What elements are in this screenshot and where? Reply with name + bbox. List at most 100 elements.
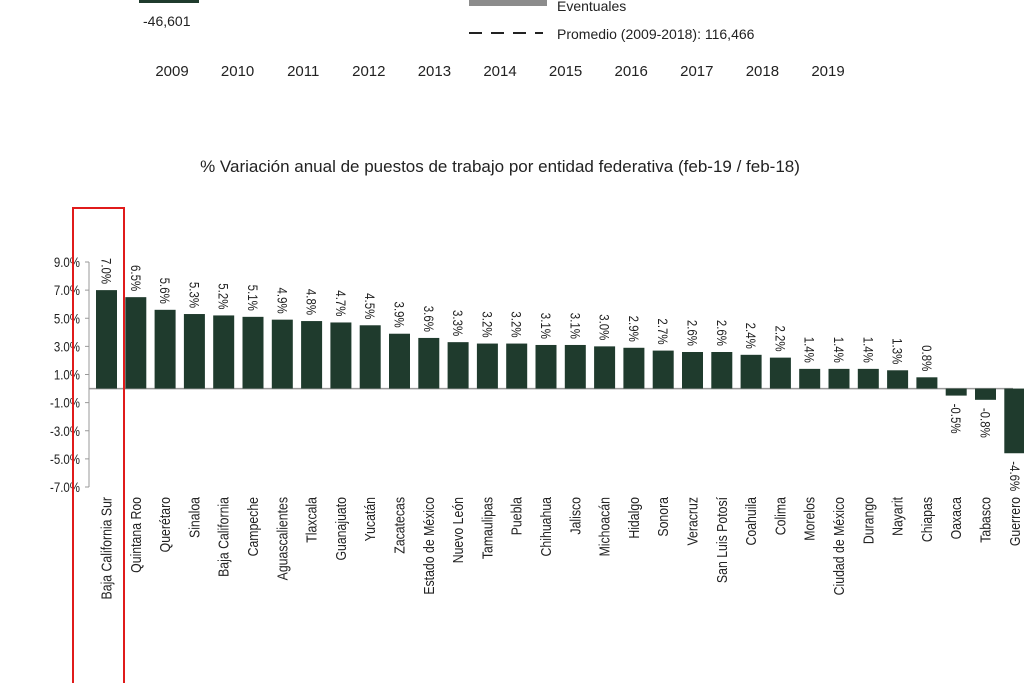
bar	[652, 350, 674, 389]
promedio-legend-label: Promedio (2009-2018): 116,466	[557, 26, 755, 42]
category-label: Coahuila	[743, 497, 759, 546]
bar-value-label: 4.7%	[333, 290, 349, 316]
category-label: Zacatecas	[391, 497, 407, 554]
bar-value-label: 3.9%	[391, 302, 407, 328]
bar	[271, 319, 293, 389]
bar-value-label: 4.9%	[274, 287, 290, 313]
bar	[740, 354, 762, 389]
bar	[301, 321, 323, 389]
bar	[213, 315, 235, 389]
bar-value-label: 3.2%	[479, 311, 495, 337]
year-label: 2015	[549, 63, 582, 80]
bar-value-label: 1.4%	[801, 337, 817, 363]
bar-value-label: 2.6%	[714, 320, 730, 346]
category-label: Baja California Sur	[98, 497, 114, 600]
bar-value-label: -0.8%	[977, 408, 993, 438]
category-label: Puebla	[509, 497, 525, 536]
bar	[828, 368, 850, 389]
bar	[476, 343, 498, 389]
y-tick-label: 9.0%	[54, 254, 80, 270]
category-label: Baja California	[216, 497, 232, 577]
bar	[887, 370, 909, 389]
category-label: Hidalgo	[626, 497, 642, 539]
highlight-box	[72, 207, 125, 683]
year-label: 2014	[483, 63, 516, 80]
bar-value-label: 2.4%	[743, 323, 759, 349]
bar-value-label: 7.0%	[98, 258, 114, 284]
category-label: Tlaxcala	[303, 497, 319, 543]
bar	[242, 316, 264, 389]
y-tick-label: -5.0%	[50, 451, 80, 467]
bar	[1004, 388, 1024, 454]
bar	[183, 314, 205, 389]
bar	[682, 352, 703, 389]
category-label: Sinaloa	[186, 497, 202, 538]
category-label: Nayarit	[889, 497, 905, 536]
bar	[506, 343, 528, 389]
category-label: Oaxaca	[948, 497, 964, 540]
year-label: 2010	[221, 63, 254, 80]
bar-value-label: 4.5%	[362, 293, 378, 319]
y-tick-label: -7.0%	[50, 479, 80, 495]
bar	[799, 368, 821, 389]
bar-value-label: 1.4%	[831, 337, 847, 363]
category-label: San Luis Potosí	[714, 497, 730, 583]
bar	[594, 346, 616, 389]
negative-value-label: -46,601	[143, 13, 191, 29]
chart-title: % Variación anual de puestos de trabajo …	[200, 157, 800, 176]
bar-value-label: -4.6%	[1007, 461, 1023, 491]
year-label: 2017	[680, 63, 713, 80]
bar-value-label: 0.8%	[919, 345, 935, 371]
bar-value-label: 5.1%	[245, 285, 261, 311]
category-label: Aguascalientes	[274, 497, 290, 580]
bar	[623, 347, 645, 389]
category-label: Campeche	[245, 497, 261, 557]
category-label: Colima	[772, 497, 788, 536]
bar	[857, 368, 879, 389]
bar	[418, 337, 440, 389]
y-tick-label: 7.0%	[54, 282, 80, 298]
bar	[975, 388, 996, 400]
y-tick-label: 3.0%	[54, 338, 80, 354]
bar-value-label: 3.3%	[450, 310, 466, 336]
bar	[945, 388, 967, 396]
bar-value-label: 2.7%	[655, 318, 671, 344]
bar	[769, 357, 791, 389]
bar-value-label: -0.5%	[948, 404, 964, 434]
year-label: 2016	[615, 63, 648, 80]
year-label: 2019	[811, 63, 844, 80]
bar	[125, 297, 147, 389]
category-label: Morelos	[802, 497, 818, 541]
y-tick-label: 5.0%	[54, 310, 80, 326]
bar-value-label: 5.6%	[157, 278, 173, 304]
category-label: Guanajuato	[333, 497, 349, 561]
category-label: Nuevo León	[450, 497, 466, 563]
y-tick-label: -1.0%	[50, 395, 80, 411]
bar-value-label: 2.6%	[684, 320, 700, 346]
bar	[535, 344, 557, 389]
top-legend: -46,601 Eventuales Promedio (2009-2018):…	[139, 0, 845, 80]
bar-value-label: 1.4%	[860, 337, 876, 363]
category-label: Michoacán	[596, 497, 612, 556]
year-label: 2009	[155, 63, 188, 80]
bar	[564, 344, 586, 389]
bar-value-label: 4.8%	[303, 289, 319, 315]
bar-value-label: 2.2%	[772, 325, 788, 351]
bar-value-label: 6.5%	[128, 265, 144, 291]
bar-value-label: 3.1%	[538, 313, 554, 339]
year-label: 2011	[287, 63, 319, 80]
bar-value-label: 3.0%	[596, 314, 612, 340]
legend-bar-fragment	[139, 0, 199, 3]
bar	[359, 325, 381, 389]
bar-value-label: 5.3%	[186, 282, 202, 308]
bar-value-label: 2.9%	[626, 316, 642, 342]
category-label: Chihuahua	[538, 497, 554, 557]
bar	[447, 342, 469, 389]
category-label: Guerrero	[1007, 497, 1023, 547]
category-label: Veracruz	[684, 497, 700, 546]
bar	[330, 322, 352, 389]
category-label: Quintana Roo	[128, 497, 144, 573]
category-label: Sonora	[655, 497, 671, 537]
category-label: Estado de México	[421, 497, 437, 595]
